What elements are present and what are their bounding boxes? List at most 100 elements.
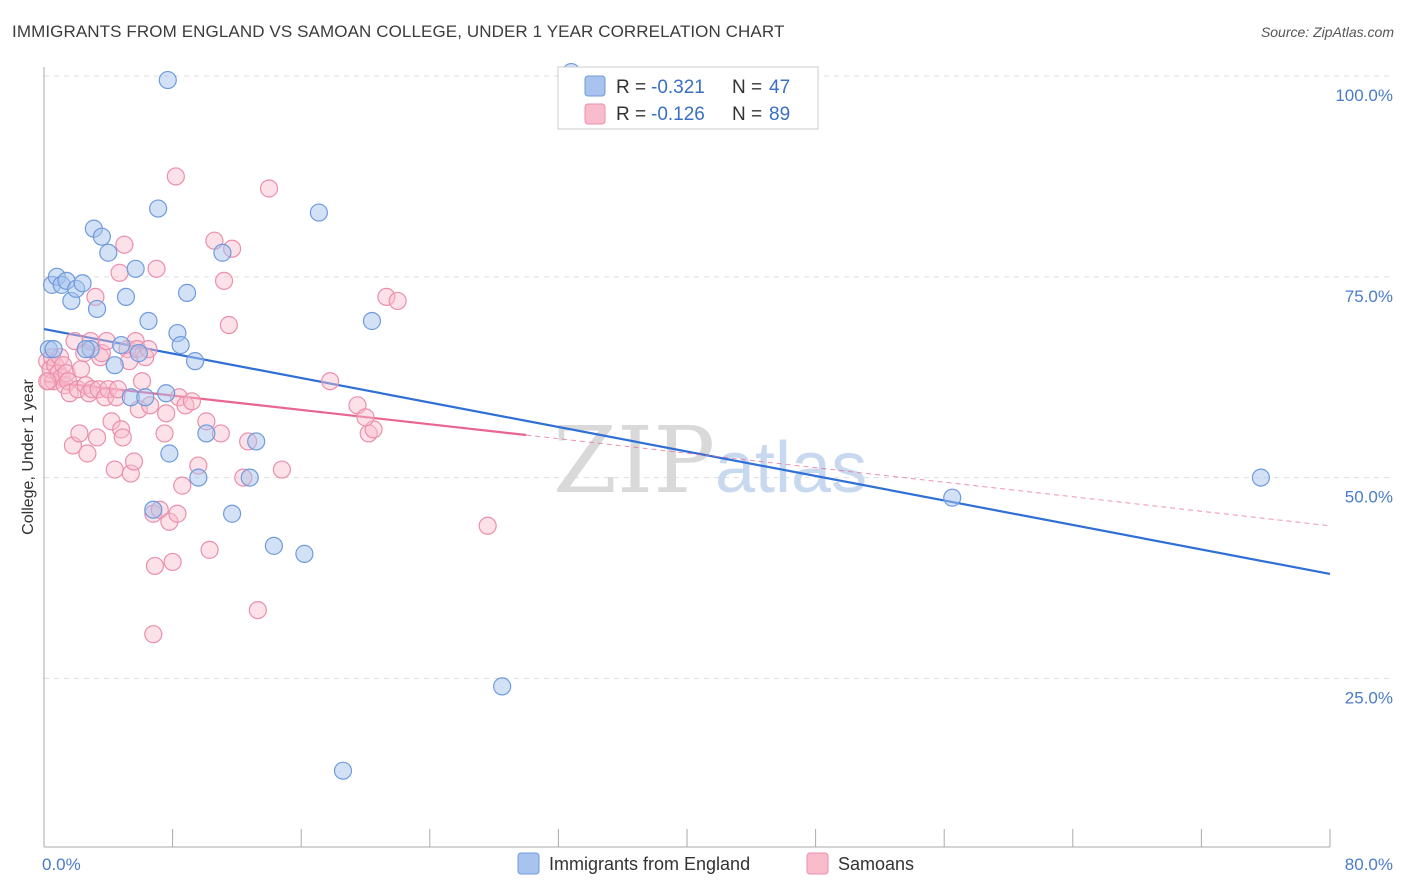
bottom-legend-swatch-samoan	[806, 852, 829, 875]
england-point	[76, 340, 95, 359]
y-axis-label: College, Under 1 year	[20, 379, 37, 535]
legend-swatch-samoan	[584, 103, 606, 125]
trend-lines	[43, 327, 1331, 576]
england-point	[171, 335, 190, 355]
y-tick-label: 100.0%	[1335, 86, 1393, 105]
legend-n-value-1: 47	[769, 77, 790, 98]
england-point	[157, 384, 176, 403]
england-point	[333, 761, 353, 780]
x-ticks	[43, 829, 1331, 847]
samoan-point	[70, 424, 89, 443]
samoan-point	[200, 540, 219, 559]
legend-r-label-2: R =	[616, 104, 646, 125]
england-point	[493, 677, 512, 696]
england-point	[105, 356, 124, 375]
england-point	[247, 432, 266, 451]
chart-title: IMMIGRANTS FROM ENGLAND VS SAMOAN COLLEG…	[12, 22, 785, 41]
england-point	[136, 388, 155, 407]
england-point	[186, 352, 205, 371]
samoan-point	[219, 315, 238, 335]
england-point	[309, 203, 328, 222]
samoan-point	[182, 392, 201, 411]
england-trend-line	[43, 327, 1331, 576]
samoan-point	[124, 452, 144, 471]
samoan-point	[259, 179, 279, 198]
samoan-point	[121, 464, 140, 483]
england-point	[222, 504, 242, 523]
england-point	[139, 311, 158, 331]
england-point	[44, 340, 63, 359]
legend-n-label-2: N =	[732, 104, 762, 125]
england-point	[197, 424, 216, 443]
england-points	[39, 62, 1270, 780]
samoan-point	[144, 625, 163, 644]
bottom-legend-swatch-england	[517, 852, 540, 875]
source-label: Source: ZipAtlas.com	[1260, 24, 1394, 40]
samoan-point	[166, 167, 185, 186]
england-point	[144, 500, 163, 519]
samoan-point	[132, 372, 152, 391]
legend-swatch-england	[584, 75, 606, 97]
england-point	[87, 299, 107, 319]
samoan-point	[388, 291, 407, 311]
england-point	[112, 335, 131, 355]
england-point	[126, 259, 145, 278]
england-point	[240, 468, 259, 487]
england-point	[177, 283, 197, 302]
samoan-point	[115, 235, 134, 254]
england-point	[943, 488, 962, 507]
england-point	[149, 199, 168, 218]
samoan-point	[78, 444, 97, 463]
england-point	[264, 536, 283, 555]
watermark-atlas: atlas	[715, 428, 867, 508]
grid-lines	[44, 75, 1392, 679]
samoan-point	[163, 552, 182, 572]
england-point	[92, 227, 111, 246]
england-point	[213, 243, 232, 262]
samoan-point	[108, 380, 128, 399]
england-point	[99, 243, 118, 262]
samoan-point	[38, 372, 57, 391]
samoan-point	[168, 504, 187, 523]
y-tick-labels: 25.0% 50.0% 75.0% 100.0%	[1335, 86, 1393, 707]
england-point	[116, 287, 136, 307]
samoan-point	[173, 476, 192, 495]
samoan-point	[356, 408, 375, 427]
samoan-point	[110, 263, 129, 282]
samoan-point	[377, 287, 396, 307]
england-point	[73, 274, 92, 293]
samoan-point	[272, 460, 292, 479]
samoan-point	[71, 360, 91, 379]
england-point	[1251, 468, 1270, 487]
legend-r-value-1: -0.321	[651, 77, 705, 98]
legend-n-value-2: 89	[769, 104, 790, 125]
samoan-point	[157, 404, 176, 423]
samoan-point	[147, 259, 166, 278]
bottom-legend-label-england: Immigrants from England	[549, 854, 750, 874]
legend-r-value-2: -0.126	[651, 104, 705, 125]
x-tick-label-max: 80.0%	[1345, 855, 1393, 874]
y-tick-label: 50.0%	[1345, 488, 1393, 507]
england-point	[295, 544, 314, 563]
samoan-point	[155, 424, 174, 443]
samoan-point	[214, 271, 234, 290]
y-tick-label: 25.0%	[1345, 688, 1393, 707]
samoan-point	[83, 380, 102, 399]
england-point	[362, 311, 382, 331]
england-point	[158, 70, 177, 90]
samoan-trend-line	[43, 380, 527, 437]
samoan-point	[321, 372, 340, 391]
watermark-zip: ZIP	[553, 407, 715, 514]
legend-n-label-1: N =	[732, 77, 762, 98]
england-point	[129, 344, 148, 363]
bottom-legend-label-samoan: Samoans	[838, 854, 914, 874]
x-tick-label-min: 0.0%	[42, 855, 81, 874]
watermark: ZIP atlas	[553, 407, 867, 514]
legend-r-label-1: R =	[616, 77, 646, 98]
series-legend: Immigrants from England Samoans	[517, 852, 914, 875]
samoan-point	[87, 428, 107, 447]
england-point	[189, 468, 208, 487]
y-tick-label: 75.0%	[1345, 287, 1393, 306]
samoan-point	[248, 600, 267, 620]
